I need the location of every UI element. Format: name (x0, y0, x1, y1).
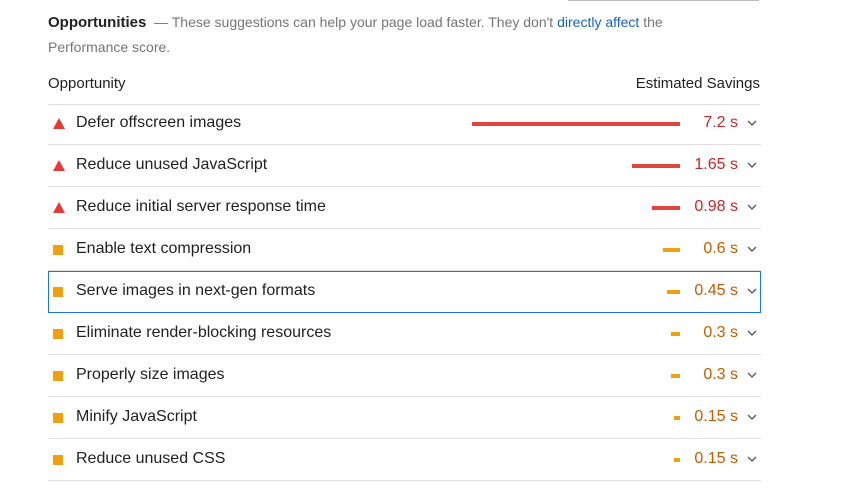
opportunities-header: Opportunities — These suggestions can he… (48, 10, 728, 60)
opportunity-label: Reduce unused CSS (76, 450, 226, 467)
section-description: — These suggestions can help your page l… (154, 14, 554, 30)
chevron-down-icon[interactable] (745, 242, 759, 256)
section-description-suffix: the (643, 14, 663, 30)
orange-square-icon (53, 329, 63, 339)
chevron-down-icon[interactable] (745, 200, 759, 214)
warning-triangle-icon (53, 160, 65, 171)
opportunity-row[interactable]: Defer offscreen images 7.2 s (48, 103, 761, 145)
savings-bar (671, 332, 680, 336)
savings-bar (652, 206, 680, 210)
opportunity-label: Serve images in next-gen formats (76, 282, 316, 299)
savings-value: 0.15 s (694, 408, 738, 425)
opportunity-label: Enable text compression (76, 240, 252, 257)
opportunity-row[interactable]: Serve images in next-gen formats 0.45 s (48, 271, 761, 313)
savings-bar (671, 374, 680, 378)
chevron-down-icon[interactable] (745, 368, 759, 382)
chevron-down-icon[interactable] (745, 116, 759, 130)
opportunity-row[interactable]: Properly size images 0.3 s (48, 355, 761, 397)
savings-value: 0.15 s (694, 450, 738, 467)
section-description-end: Performance score. (48, 39, 171, 55)
opportunity-row[interactable]: Reduce unused JavaScript 1.65 s (48, 145, 761, 187)
savings-value: 0.3 s (703, 324, 738, 341)
opportunities-list: Defer offscreen images 7.2 s Reduce unused… (48, 103, 761, 481)
chevron-down-icon[interactable] (745, 158, 759, 172)
opportunity-label: Eliminate render-blocking resources (76, 324, 332, 341)
orange-square-icon (53, 371, 63, 381)
opportunity-label: Properly size images (76, 366, 225, 383)
savings-value: 1.65 s (694, 156, 738, 173)
chevron-down-icon[interactable] (745, 326, 759, 340)
table-header: Opportunity Estimated Savings (48, 73, 760, 105)
opportunity-label: Reduce initial server response time (76, 198, 326, 215)
chevron-down-icon[interactable] (745, 452, 759, 466)
orange-square-icon (53, 245, 63, 255)
opportunity-label: Defer offscreen images (76, 114, 242, 131)
chevron-down-icon[interactable] (745, 410, 759, 424)
orange-square-icon (53, 413, 63, 423)
savings-bar (472, 122, 680, 126)
savings-value: 7.2 s (703, 114, 738, 131)
opportunity-row[interactable]: Eliminate render-blocking resources 0.3 s (48, 313, 761, 355)
opportunity-row[interactable]: Enable text compression 0.6 s (48, 229, 761, 271)
savings-value: 0.6 s (703, 240, 738, 257)
chevron-down-icon[interactable] (745, 284, 759, 298)
savings-value: 0.98 s (694, 198, 738, 215)
opportunity-label: Minify JavaScript (76, 408, 197, 425)
top-divider (568, 0, 759, 1)
savings-bar (667, 290, 680, 294)
orange-square-icon (53, 287, 63, 297)
warning-triangle-icon (53, 202, 65, 213)
savings-bar (632, 164, 680, 168)
opportunity-row[interactable]: Reduce initial server response time 0.98 … (48, 187, 761, 229)
orange-square-icon (53, 455, 63, 465)
opportunity-label: Reduce unused JavaScript (76, 156, 268, 173)
savings-bar (674, 458, 680, 462)
section-title: Opportunities (48, 14, 147, 31)
column-header-opportunity: Opportunity (48, 75, 126, 92)
warning-triangle-icon (53, 118, 65, 129)
savings-bar (674, 416, 680, 420)
column-header-estimated-savings: Estimated Savings (635, 75, 760, 92)
savings-value: 0.45 s (694, 282, 738, 299)
opportunity-row[interactable]: Minify JavaScript 0.15 s (48, 397, 761, 439)
opportunity-row[interactable]: Reduce unused CSS 0.15 s (48, 439, 761, 481)
directly-affect-link[interactable]: directly affect (557, 14, 640, 30)
savings-bar (663, 248, 680, 252)
savings-value: 0.3 s (703, 366, 738, 383)
